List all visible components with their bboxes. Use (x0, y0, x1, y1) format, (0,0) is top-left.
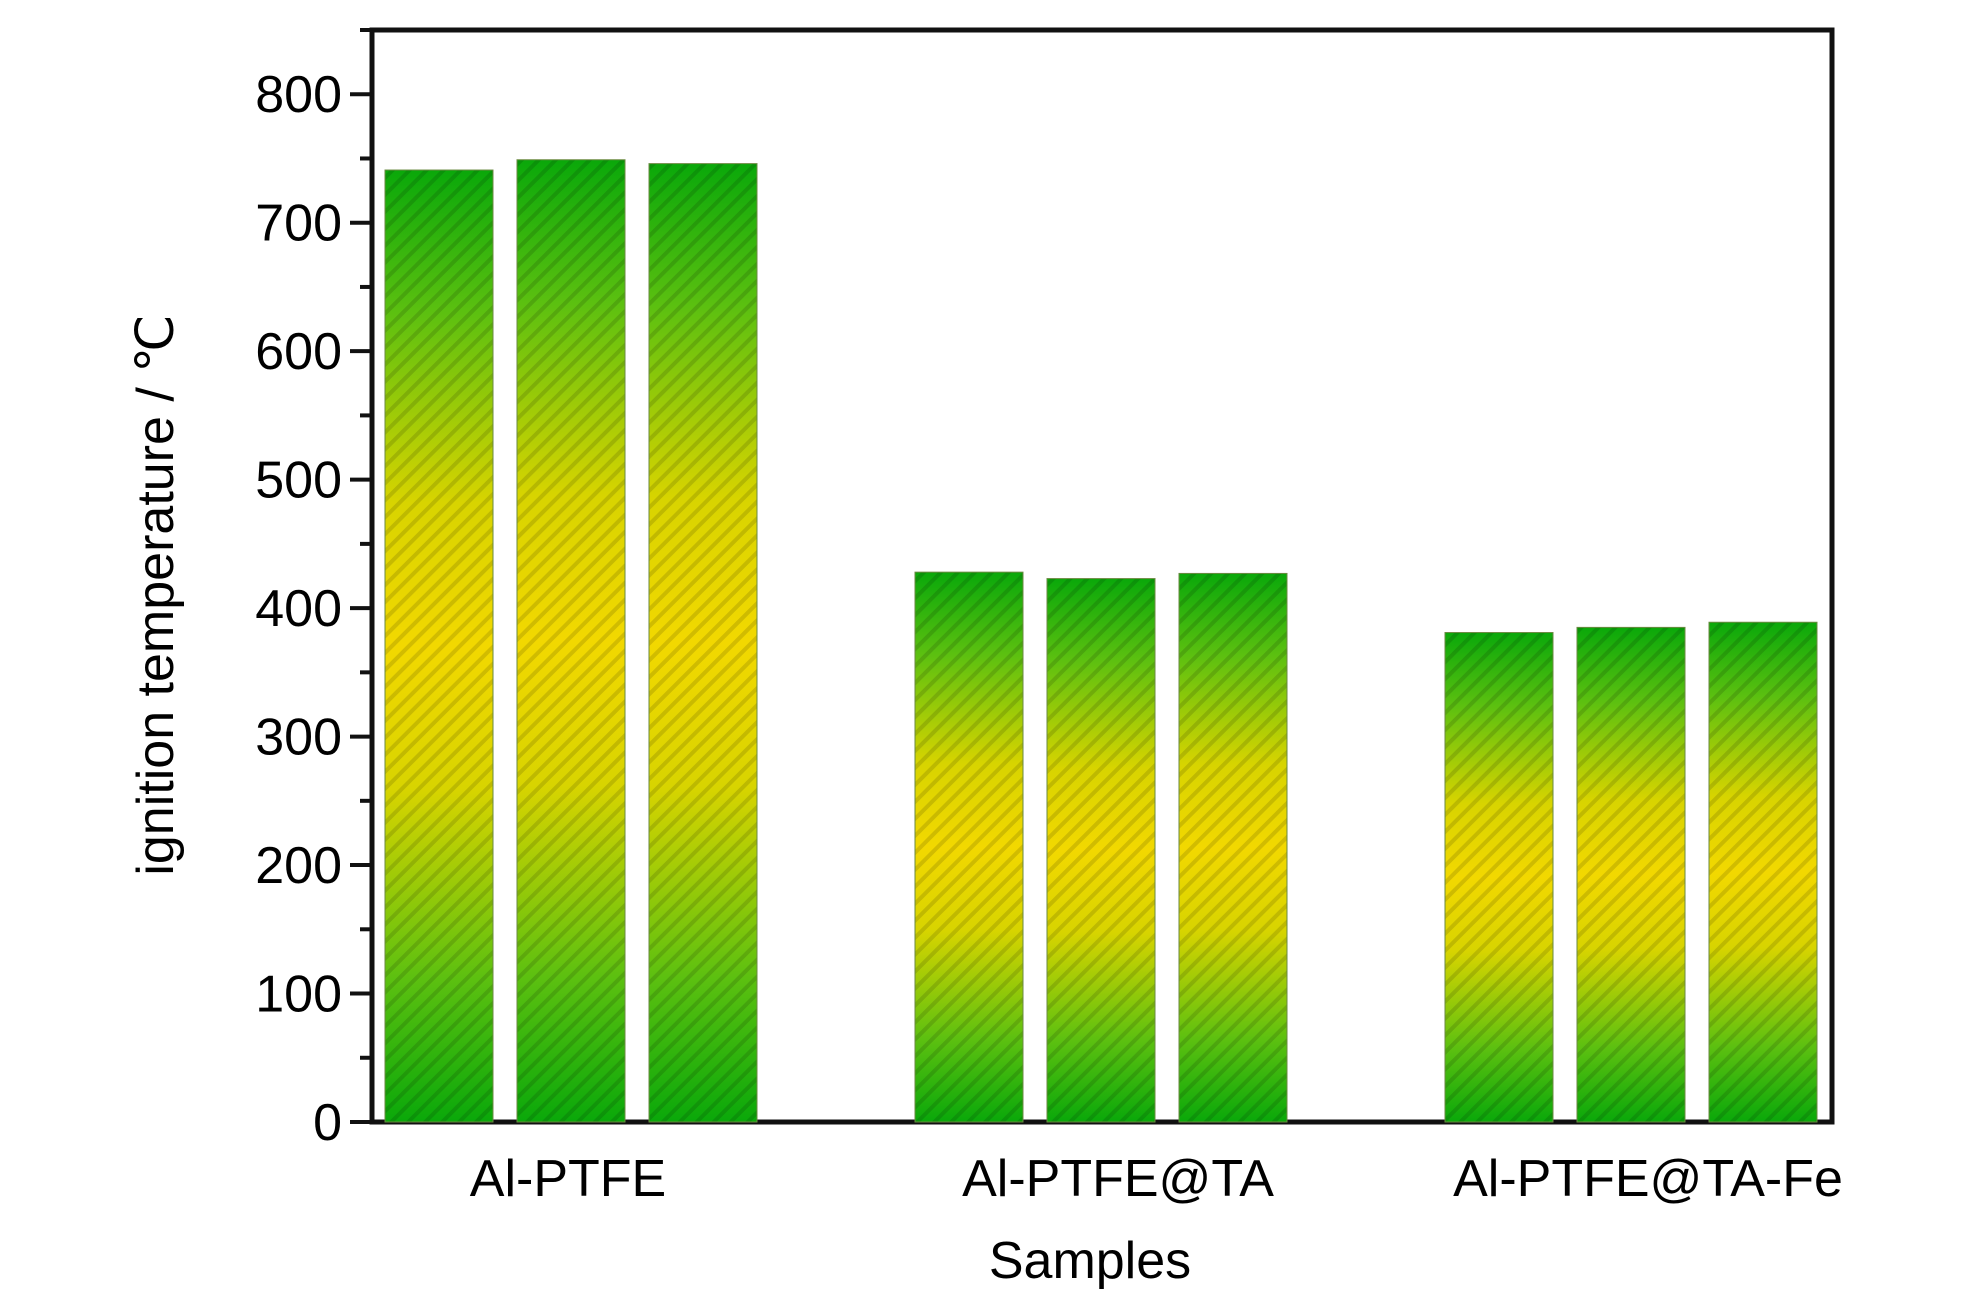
bar-hatch-overlay (914, 571, 1024, 1123)
bar-hatch-overlay (384, 169, 494, 1123)
bars-group (384, 159, 1818, 1123)
y-tick-label: 200 (255, 837, 342, 895)
y-tick-label: 800 (255, 66, 342, 124)
y-axis-title: ignition temperature / ℃ (127, 314, 185, 875)
bar-hatch-overlay (1576, 626, 1686, 1123)
y-tick-label: 400 (255, 580, 342, 638)
y-tick-label: 500 (255, 452, 342, 510)
bar-hatch-overlay (1046, 578, 1156, 1123)
x-axis-category-labels: Al-PTFE Al-PTFE@TA Al-PTFE@TA-Fe (470, 1150, 1843, 1208)
bar-hatch-overlay (1444, 632, 1554, 1123)
y-tick-label: 700 (255, 195, 342, 253)
x-category-label: Al-PTFE@TA (962, 1150, 1274, 1208)
y-tick-label: 300 (255, 709, 342, 767)
bar-hatch-overlay (648, 163, 758, 1123)
bar-hatch-overlay (516, 159, 626, 1123)
x-category-label: Al-PTFE (470, 1150, 666, 1208)
bar-hatch-overlay (1708, 621, 1818, 1123)
bar-hatch-overlay (1178, 572, 1288, 1123)
x-category-label: Al-PTFE@TA-Fe (1453, 1150, 1843, 1208)
y-tick-label: 600 (255, 323, 342, 381)
y-tick-label: 100 (255, 966, 342, 1024)
x-axis-title: Samples (989, 1232, 1191, 1290)
y-tick-label: 0 (313, 1094, 342, 1152)
y-axis: 0 100 200 300 400 500 600 700 800 (255, 28, 372, 1152)
